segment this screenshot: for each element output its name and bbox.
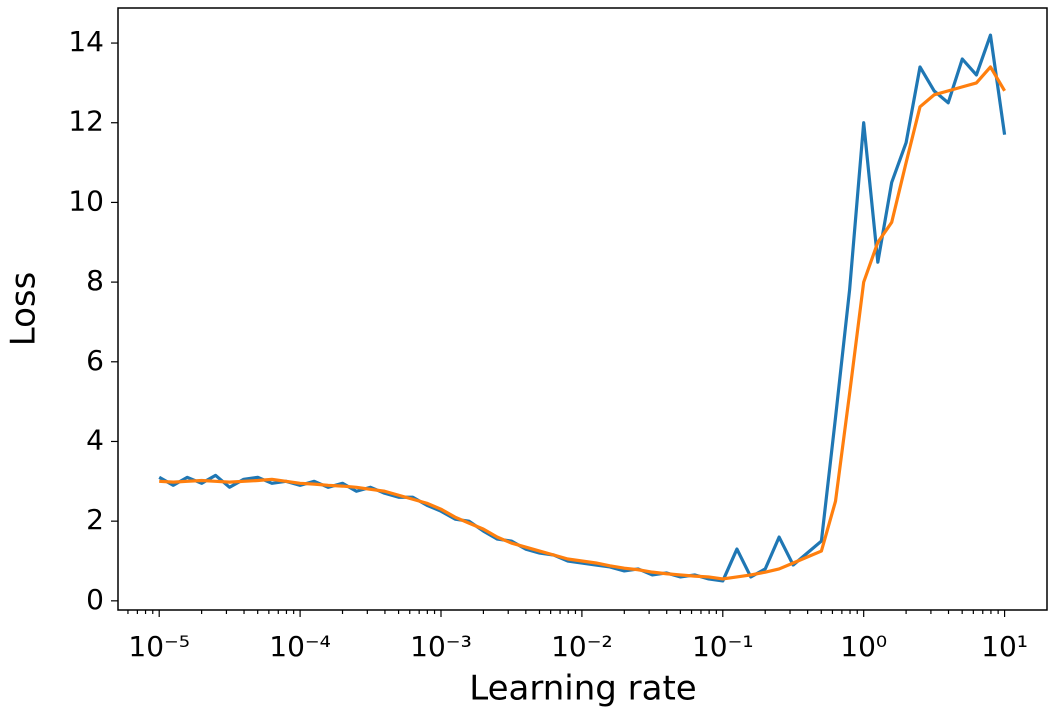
y-tick-label: 2 (86, 503, 104, 536)
x-axis-label: Learning rate (469, 669, 696, 709)
y-tick-label: 4 (86, 423, 104, 456)
x-tick-label: 10⁰ (840, 630, 887, 663)
y-tick-label: 8 (86, 264, 104, 297)
y-tick-label: 6 (86, 344, 104, 377)
x-tick-label: 10⁻¹ (692, 630, 754, 663)
x-tick-label: 10⁻² (551, 630, 613, 663)
x-tick-label: 10⁻⁵ (128, 630, 190, 663)
series-line (158, 33, 1007, 583)
x-tick-label: 10¹ (981, 630, 1028, 663)
y-tick-label: 0 (86, 583, 104, 616)
y-tick-label: 10 (68, 184, 104, 217)
x-tick-label: 10⁻⁴ (269, 630, 331, 663)
y-tick-label: 14 (68, 25, 104, 58)
plot-frame (117, 7, 1048, 611)
series-line (159, 65, 1006, 581)
x-tick-label: 10⁻³ (410, 630, 472, 663)
y-axis-label: Loss (4, 272, 44, 347)
y-tick-label: 12 (68, 105, 104, 138)
